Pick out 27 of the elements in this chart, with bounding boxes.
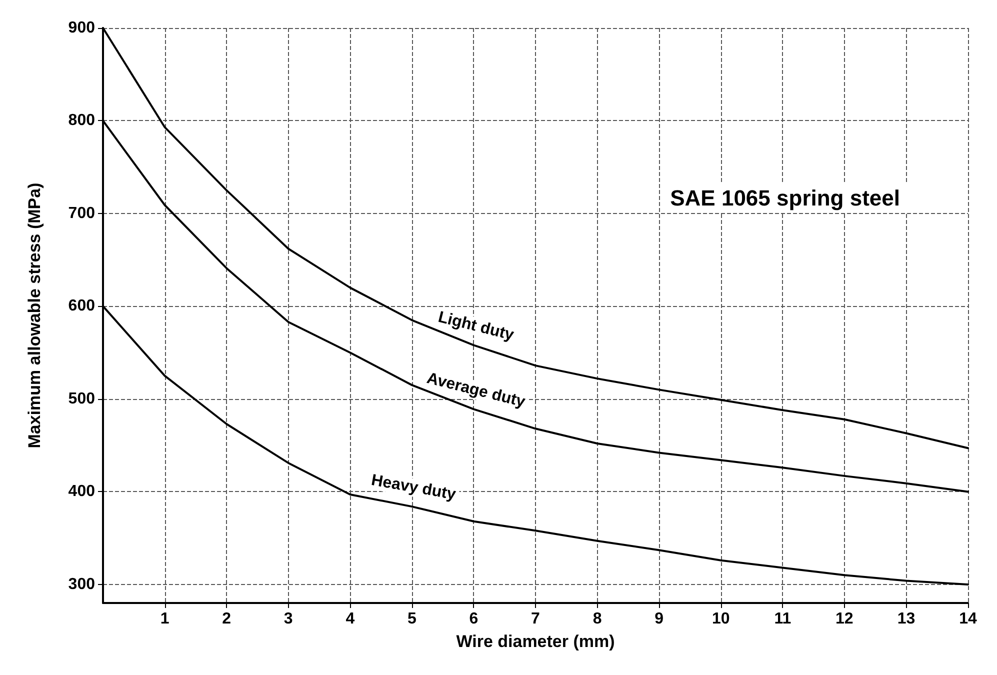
x-tick-label: 3 [284, 610, 293, 628]
text: Average duty [424, 370, 527, 411]
x-tick-label: 12 [836, 610, 854, 628]
y-tick-label: 800 [68, 112, 96, 130]
y-tick-label: 300 [68, 576, 96, 593]
y-tick-label: 700 [68, 204, 96, 222]
y-tick-label: 400 [68, 483, 96, 500]
y-axis-title: Maximum allowable stress (MPa) [25, 182, 44, 448]
x-tick-label: 1 [160, 610, 170, 628]
text: SAE 1065 spring steel [670, 186, 900, 210]
x-tick-label: 10 [712, 610, 730, 628]
x-tick-label: 13 [897, 610, 916, 628]
x-tick-label: 6 [469, 610, 478, 628]
x-tick-label: 2 [222, 610, 232, 628]
y-tick-label: 900 [68, 20, 96, 36]
x-tick-label: 9 [654, 610, 664, 628]
x-tick-label: 8 [592, 610, 602, 628]
x-tick-label: 7 [531, 610, 540, 628]
x-tick-label: 11 [774, 610, 792, 628]
x-tick-label: 14 [959, 610, 977, 628]
y-tick-label: 500 [68, 390, 96, 408]
x-tick-label: 5 [407, 610, 416, 628]
text: Light duty [436, 308, 516, 344]
text: Heavy duty [370, 472, 458, 504]
x-tick-label: 4 [346, 610, 355, 628]
y-tick-label: 600 [68, 298, 96, 315]
x-axis-title: Wire diameter (mm) [456, 632, 615, 651]
